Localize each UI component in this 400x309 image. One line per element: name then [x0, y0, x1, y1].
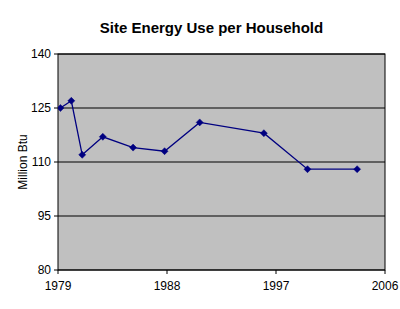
grid-line — [58, 162, 385, 163]
chart-container: 80 95 110 125 140 1979 1988 1997 2006 Site Energy… — [0, 0, 400, 309]
data-point — [260, 130, 267, 137]
data-point — [130, 144, 137, 151]
x-tick-label: 1997 — [263, 279, 290, 293]
chart-title: Site Energy Use per Household — [100, 19, 323, 36]
data-point — [99, 133, 106, 140]
plot-area — [58, 54, 385, 270]
data-point — [68, 97, 75, 104]
plot-frame — [58, 54, 385, 270]
x-tick — [167, 270, 168, 274]
x-tick — [58, 270, 59, 274]
y-tick — [54, 216, 58, 217]
data-point — [79, 151, 86, 158]
x-tick — [385, 270, 386, 274]
y-tick-label: 140 — [31, 47, 51, 61]
data-point — [161, 148, 168, 155]
y-tick — [54, 108, 58, 109]
y-tick-label: 80 — [38, 263, 52, 277]
grid-line — [58, 108, 385, 109]
x-tick-label: 1979 — [45, 279, 72, 293]
data-line — [60, 101, 357, 169]
grid-line — [58, 216, 385, 217]
y-tick — [54, 270, 58, 271]
y-axis-label: Million Btu — [16, 134, 30, 189]
y-tick — [54, 54, 58, 55]
y-tick — [54, 162, 58, 163]
data-point — [304, 166, 311, 173]
chart-svg: 80 95 110 125 140 1979 1988 1997 2006 Site Energy… — [0, 0, 400, 309]
x-tick-label: 1988 — [154, 279, 181, 293]
y-tick-label: 125 — [31, 101, 51, 115]
data-group — [58, 97, 361, 172]
data-point — [196, 119, 203, 126]
x-tick — [276, 270, 277, 274]
y-tick-label: 95 — [38, 209, 52, 223]
data-point — [58, 105, 64, 112]
y-tick-label: 110 — [32, 155, 51, 169]
x-tick-label: 2006 — [372, 279, 399, 293]
data-point — [354, 166, 361, 173]
